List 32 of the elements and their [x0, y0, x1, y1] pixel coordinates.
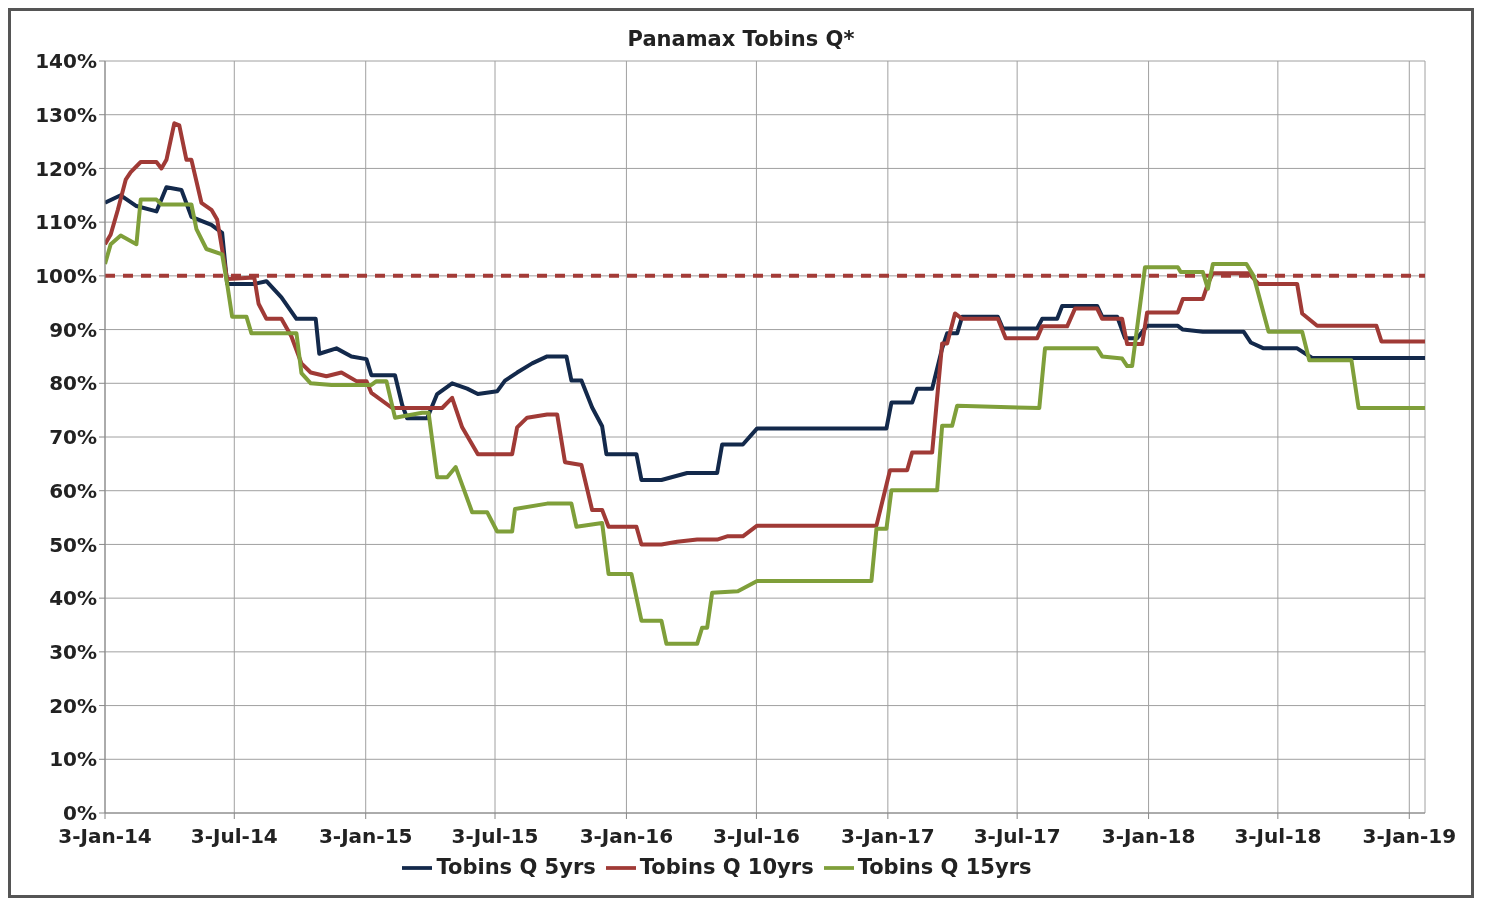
y-tick-label: 20% [49, 693, 97, 718]
x-tick-label: 3-Jul-14 [190, 824, 278, 849]
legend-label: Tobins Q 10yrs [639, 855, 814, 879]
y-tick-label: 110% [35, 210, 97, 235]
y-tick-label: 60% [49, 478, 97, 503]
x-tick-label: 3-Jan-15 [318, 824, 413, 849]
y-tick-label: 130% [35, 102, 97, 127]
y-tick-label: 70% [49, 425, 97, 450]
y-tick-label: 100% [35, 263, 97, 288]
y-tick-label: 140% [35, 49, 97, 74]
y-tick-label: 50% [49, 532, 97, 557]
line-series [105, 121, 1425, 547]
x-tick-label: 3-Jan-19 [1362, 824, 1457, 849]
y-tick-label: 30% [49, 639, 97, 664]
y-tick-label: 80% [49, 371, 97, 396]
legend-label: Tobins Q 15yrs [857, 855, 1032, 879]
x-tick-label: 3-Jul-17 [973, 824, 1061, 849]
y-tick-label: 0% [63, 801, 97, 826]
line-series [105, 197, 1425, 646]
y-tick-label: 90% [49, 317, 97, 342]
x-tick-label: 3-Jul-15 [451, 824, 539, 849]
y-tick-label: 40% [49, 586, 97, 611]
x-tick-label: 3-Jan-16 [579, 824, 674, 849]
x-tick-label: 3-Jul-18 [1234, 824, 1322, 849]
x-tick-label: 3-Jul-16 [712, 824, 800, 849]
y-tick-label: 120% [35, 156, 97, 181]
x-tick-label: 3-Jan-18 [1101, 824, 1196, 849]
x-tick-label: 3-Jan-17 [841, 824, 935, 849]
chart-title: Panamax Tobins Q* [627, 27, 855, 51]
x-tick-label: 3-Jan-14 [58, 824, 152, 849]
legend-label: Tobins Q 5yrs [436, 855, 596, 879]
y-tick-label: 10% [49, 747, 97, 772]
